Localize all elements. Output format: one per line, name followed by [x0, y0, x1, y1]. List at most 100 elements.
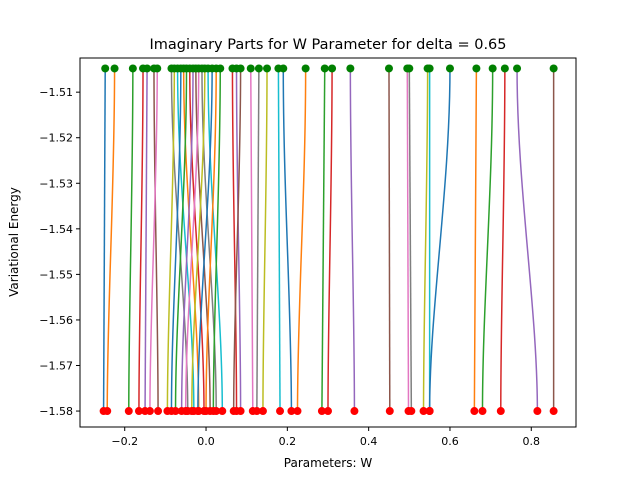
- series-line-14: [180, 68, 194, 412]
- start-point-6: [153, 64, 162, 73]
- series-line-0: [102, 68, 106, 412]
- end-point-35: [385, 407, 394, 416]
- series-line-33: [327, 68, 333, 412]
- start-point-32: [320, 64, 329, 73]
- x-axis-label: Parameters: W: [284, 456, 373, 470]
- series-line-1: [106, 68, 116, 412]
- series-line-38: [422, 68, 429, 412]
- series-line-12: [174, 68, 188, 412]
- series-line-16: [184, 68, 200, 412]
- start-point-30: [279, 64, 288, 73]
- y-tick-label: −1.51: [39, 86, 73, 99]
- chart-title: Imaginary Parts for W Parameter for delt…: [150, 37, 507, 53]
- series-line-8: [166, 68, 176, 412]
- series-line-23: [231, 68, 238, 412]
- series-line-27: [256, 68, 260, 412]
- series-line-40: [428, 68, 451, 412]
- series-line-15: [195, 68, 211, 412]
- end-point-44: [533, 407, 542, 416]
- series-line-18: [191, 68, 206, 412]
- start-point-4: [143, 64, 152, 73]
- start-point-34: [346, 64, 355, 73]
- series-line-17: [201, 68, 217, 412]
- start-point-39: [425, 64, 434, 73]
- series-line-25: [232, 68, 242, 412]
- x-tick-label: 0.6: [441, 435, 459, 448]
- end-point-22: [209, 407, 218, 416]
- start-point-31: [301, 64, 310, 73]
- x-tick-label: −0.2: [111, 435, 138, 448]
- end-point-3: [134, 407, 143, 416]
- start-point-33: [328, 64, 337, 73]
- series-line-36: [406, 68, 410, 412]
- end-point-37: [407, 407, 416, 416]
- plot-frame: [79, 57, 577, 428]
- start-point-45: [549, 64, 558, 73]
- series-line-19: [207, 68, 224, 412]
- series-line-34: [349, 68, 356, 412]
- start-point-28: [263, 64, 272, 73]
- series-line-41: [473, 68, 478, 412]
- start-point-35: [384, 64, 393, 73]
- start-point-2: [128, 64, 137, 73]
- end-point-1: [103, 407, 112, 416]
- end-point-34: [350, 407, 359, 416]
- series-line-3: [138, 68, 144, 412]
- series-line-22: [212, 68, 222, 412]
- start-point-0: [101, 64, 110, 73]
- series-line-6: [149, 68, 158, 412]
- series-line-13: [189, 68, 205, 412]
- series-line-42: [481, 68, 494, 412]
- end-point-43: [496, 407, 505, 416]
- series-line-30: [282, 68, 293, 412]
- end-point-32: [317, 407, 326, 416]
- y-tick-label: −1.55: [39, 268, 73, 281]
- series-line-44: [516, 68, 539, 412]
- series-line-31: [296, 68, 307, 412]
- start-point-44: [513, 64, 522, 73]
- series-line-43: [500, 68, 506, 412]
- start-point-41: [472, 64, 481, 73]
- end-point-12: [171, 407, 180, 416]
- end-point-30: [287, 407, 296, 416]
- y-tick-label: −1.58: [39, 405, 73, 418]
- end-point-6: [145, 407, 154, 416]
- series-line-20: [197, 68, 213, 412]
- series-line-37: [408, 68, 413, 412]
- x-tick-label: 0.2: [279, 435, 297, 448]
- end-point-24: [236, 407, 245, 416]
- x-tick-label: 0.4: [360, 435, 378, 448]
- y-tick-label: −1.53: [39, 177, 73, 190]
- end-point-20: [193, 407, 202, 416]
- series-line-29: [277, 68, 281, 412]
- series-line-2: [128, 68, 134, 412]
- end-point-29: [276, 407, 285, 416]
- end-point-41: [470, 407, 479, 416]
- series-line-32: [321, 68, 326, 412]
- marker-layer: [99, 64, 558, 416]
- start-point-22: [216, 64, 225, 73]
- y-tick-label: −1.54: [39, 223, 73, 236]
- end-point-42: [478, 407, 487, 416]
- start-point-43: [500, 64, 509, 73]
- end-point-45: [549, 407, 558, 416]
- series-line-35: [388, 68, 391, 412]
- start-point-25: [236, 64, 245, 73]
- start-point-26: [246, 64, 255, 73]
- start-point-37: [405, 64, 414, 73]
- series-line-10: [170, 68, 182, 412]
- end-point-16: [181, 407, 190, 416]
- series-line-26: [250, 68, 254, 412]
- series-line-21: [205, 68, 217, 412]
- y-axis-label: Variational Energy: [7, 187, 21, 297]
- end-point-31: [293, 407, 302, 416]
- start-point-1: [110, 64, 119, 73]
- series-line-24: [235, 68, 242, 412]
- x-tick-label: 0.8: [523, 435, 541, 448]
- end-point-38: [419, 407, 428, 416]
- series-line-4: [144, 68, 148, 412]
- end-point-19: [218, 407, 227, 416]
- y-tick-label: −1.56: [39, 314, 73, 327]
